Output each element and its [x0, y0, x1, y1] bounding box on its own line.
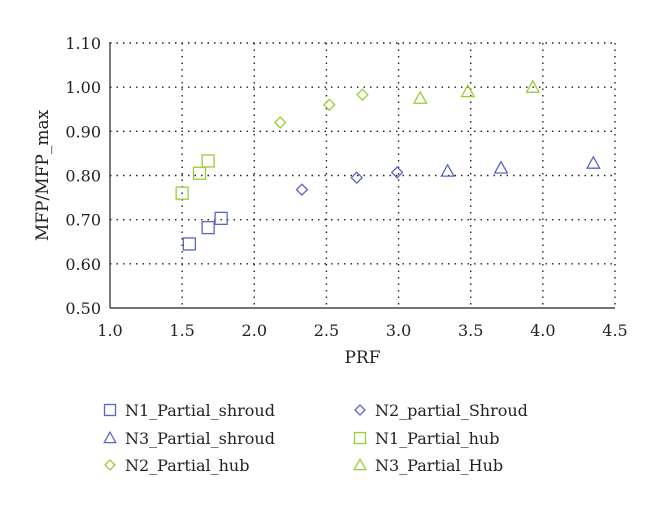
legend-label: N2_Partial_hub — [125, 456, 249, 475]
data-point — [390, 166, 404, 179]
axes — [109, 42, 615, 309]
legend-item: N1_Partial_hub — [353, 429, 499, 448]
legend-item: N3_Partial_Hub — [353, 456, 503, 475]
legend-marker — [103, 430, 117, 444]
legend-label: N1_Partial_hub — [375, 429, 499, 448]
data-point — [460, 83, 476, 98]
data-point — [356, 88, 369, 101]
series-5 — [412, 79, 541, 104]
y-tick-label: 0.50 — [65, 299, 101, 318]
legend-marker — [103, 403, 117, 417]
y-tick-label: 1.10 — [65, 34, 101, 53]
legend-label: N3_Partial_Hub — [375, 456, 503, 475]
data-point — [182, 237, 197, 251]
data-point — [585, 155, 601, 169]
legend-label: N1_Partial_shroud — [125, 401, 275, 420]
y-tick-label: 0.60 — [65, 255, 101, 274]
legend-item: N1_Partial_shroud — [103, 401, 275, 420]
x-tick-label: 1.5 — [169, 321, 194, 340]
data-point — [350, 171, 364, 185]
legend-marker — [354, 404, 366, 416]
data-point — [525, 79, 541, 93]
data-point — [412, 90, 428, 104]
legend-marker — [353, 457, 367, 471]
x-tick-label: 2.5 — [314, 321, 339, 340]
data-point — [273, 116, 287, 129]
y-tick-label: 0.90 — [65, 122, 101, 141]
legend-marker — [104, 459, 116, 471]
data-point — [192, 166, 207, 180]
data-point — [295, 183, 309, 196]
series-1 — [295, 166, 404, 196]
legend-item: N3_Partial_shroud — [103, 429, 275, 448]
tick-labels: 0.50 0.60 0.70 0.80 0.90 1.00 1.10 1.0 1.5 2.0 2.5… — [65, 34, 627, 340]
series-2 — [440, 155, 601, 177]
data-point — [440, 163, 456, 177]
legend-item: N2_partial_Shroud — [354, 401, 528, 420]
x-tick-label: 4.5 — [602, 321, 627, 340]
series-4 — [273, 88, 369, 129]
x-tick-label: 3.0 — [386, 321, 411, 340]
x-tick-label: 4.0 — [530, 321, 555, 340]
y-tick-label: 0.70 — [65, 211, 101, 230]
legend-label: N2_partial_Shroud — [375, 401, 528, 420]
data-point — [201, 220, 215, 235]
data-point — [214, 211, 228, 225]
grid-lines — [110, 42, 616, 308]
series-0 — [182, 211, 228, 251]
data-point — [175, 186, 189, 200]
data-point — [201, 154, 215, 168]
y-tick-label: 1.00 — [65, 78, 101, 97]
series-3 — [175, 154, 215, 200]
x-axis-label: PRF — [344, 348, 380, 368]
x-tick-label: 2.0 — [242, 321, 267, 340]
legend-item: N2_Partial_hub — [104, 456, 249, 475]
data-point — [322, 98, 336, 112]
legend-marker — [353, 431, 367, 445]
legend: N1_Partial_shroud N2_partial_Shroud N3_Par… — [103, 401, 528, 475]
data-point — [493, 160, 509, 174]
y-axis-label: MFP/MFP_max — [33, 109, 53, 241]
x-tick-label: 3.5 — [458, 321, 483, 340]
legend-label: N3_Partial_shroud — [125, 429, 275, 448]
data-points — [175, 79, 601, 251]
x-tick-label: 1.0 — [97, 321, 122, 340]
y-tick-label: 0.80 — [65, 167, 101, 186]
